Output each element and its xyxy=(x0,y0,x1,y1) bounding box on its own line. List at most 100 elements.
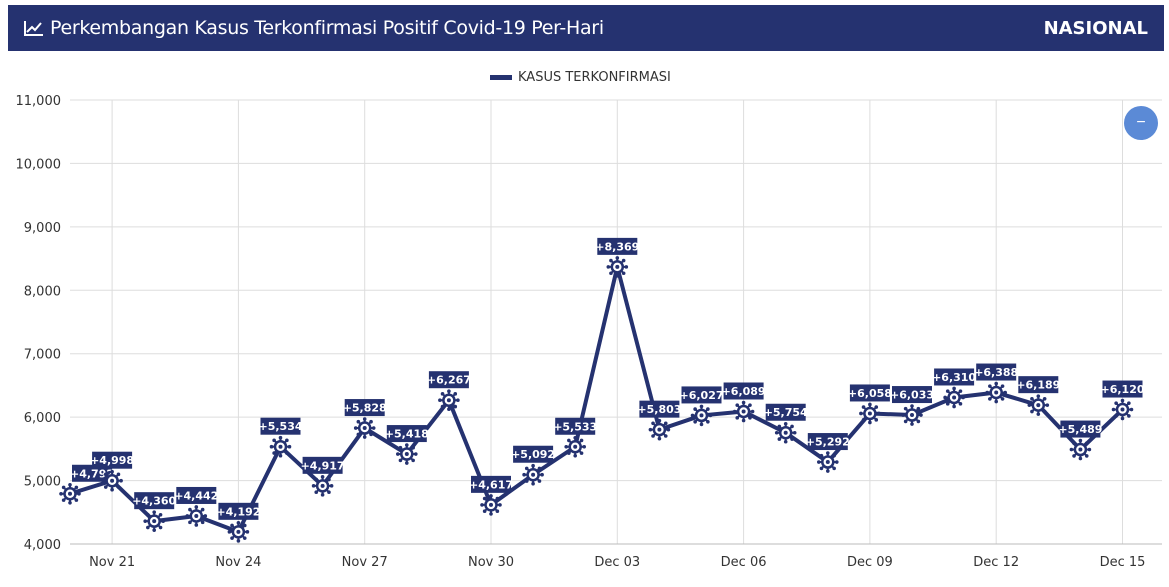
virus-marker-icon[interactable] xyxy=(564,435,586,458)
x-tick-label: Nov 27 xyxy=(342,555,388,570)
virus-marker-icon[interactable] xyxy=(732,400,755,423)
data-label-box xyxy=(934,368,975,386)
x-tick-label: Nov 24 xyxy=(215,555,261,570)
x-tick-label: Dec 06 xyxy=(721,555,767,570)
virus-marker-icon[interactable] xyxy=(1111,398,1134,421)
virus-marker-icon[interactable] xyxy=(185,505,208,527)
data-label-box xyxy=(1060,420,1101,438)
virus-marker-icon[interactable] xyxy=(817,451,839,473)
virus-marker-icon[interactable] xyxy=(606,256,629,278)
data-label-box xyxy=(344,399,385,417)
data-label-box xyxy=(471,475,511,493)
data-label: +4,792 xyxy=(70,467,114,480)
x-tick-label: Nov 21 xyxy=(89,555,135,570)
series-line xyxy=(69,264,1124,534)
virus-marker-icon[interactable] xyxy=(648,418,671,441)
virus-marker-icon[interactable] xyxy=(690,404,713,427)
legend-label: KASUS TERKONFIRMASI xyxy=(518,70,671,85)
data-label-box xyxy=(976,363,1017,381)
data-label: +6,267 xyxy=(427,374,471,387)
data-label-box xyxy=(681,386,722,404)
y-tick-label: 6,000 xyxy=(24,411,61,426)
virus-marker-icon[interactable] xyxy=(1069,438,1092,461)
data-label: +8,369 xyxy=(595,240,639,253)
virus-marker-icon[interactable] xyxy=(143,510,165,532)
data-label: +5,803 xyxy=(637,403,681,416)
data-label-box xyxy=(807,433,848,451)
data-label: +4,442 xyxy=(174,489,218,502)
data-label-box xyxy=(218,502,259,520)
data-label: +4,998 xyxy=(90,454,134,467)
virus-marker-icon[interactable] xyxy=(269,435,292,458)
data-label: +6,058 xyxy=(848,387,892,400)
virus-marker-icon[interactable] xyxy=(353,417,376,439)
y-tick-label: 8,000 xyxy=(24,284,61,299)
data-label-box xyxy=(1102,380,1143,398)
virus-marker-icon[interactable] xyxy=(774,421,797,444)
header-left: Perkembangan Kasus Terkonfirmasi Positif… xyxy=(24,17,604,39)
data-label: +4,360 xyxy=(132,495,176,508)
zoom-out-button[interactable]: − xyxy=(1124,106,1158,140)
virus-marker-icon[interactable] xyxy=(943,386,965,409)
x-tick-label: Nov 30 xyxy=(468,555,514,570)
y-tick-label: 9,000 xyxy=(24,221,61,236)
virus-marker-icon[interactable] xyxy=(438,389,460,412)
x-tick-label: Dec 09 xyxy=(847,555,893,570)
data-label-box xyxy=(639,400,680,418)
chart-title: Perkembangan Kasus Terkonfirmasi Positif… xyxy=(50,17,604,39)
data-label: +5,092 xyxy=(511,448,555,461)
virus-marker-icon[interactable] xyxy=(396,443,418,465)
data-label: +6,310 xyxy=(932,371,976,384)
data-label-box xyxy=(92,451,133,469)
data-label-box xyxy=(513,445,554,463)
data-label-box xyxy=(302,456,343,474)
data-label: +4,192 xyxy=(216,505,260,518)
data-label-box xyxy=(386,425,427,443)
virus-marker-icon[interactable] xyxy=(311,475,334,497)
data-label: +5,489 xyxy=(1058,423,1102,436)
data-label: +5,754 xyxy=(764,406,808,419)
x-tick-label: Dec 15 xyxy=(1100,555,1146,570)
data-label-box xyxy=(892,386,932,404)
data-label-box xyxy=(72,464,112,482)
x-tick-label: Dec 12 xyxy=(973,555,1019,570)
y-tick-label: 7,000 xyxy=(24,348,61,363)
data-label-box xyxy=(555,417,596,435)
data-label: +6,089 xyxy=(722,385,766,398)
virus-marker-icon[interactable] xyxy=(59,482,81,505)
legend[interactable]: KASUS TERKONFIRMASI xyxy=(490,70,671,85)
virus-marker-icon[interactable] xyxy=(101,469,123,492)
data-label: +6,033 xyxy=(890,389,934,402)
scope-label: NASIONAL xyxy=(1043,17,1148,39)
data-label-box xyxy=(765,403,806,421)
data-label-box xyxy=(597,237,638,255)
data-label: +4,917 xyxy=(301,459,345,472)
data-label-box xyxy=(849,384,890,402)
virus-marker-icon[interactable] xyxy=(901,404,923,426)
line-chart-icon xyxy=(24,20,44,36)
data-label: +6,388 xyxy=(974,366,1018,379)
data-label: +5,292 xyxy=(806,436,850,449)
minus-icon: − xyxy=(1136,114,1146,131)
data-label: +6,027 xyxy=(679,389,723,402)
y-tick-label: 4,000 xyxy=(24,538,61,553)
data-label-box xyxy=(134,492,175,510)
data-label: +5,828 xyxy=(343,402,387,415)
y-tick-label: 11,000 xyxy=(16,94,62,109)
y-tick-label: 10,000 xyxy=(16,157,62,172)
data-label: +5,418 xyxy=(385,428,429,441)
data-label: +4,617 xyxy=(469,478,513,491)
x-tick-label: Dec 03 xyxy=(594,555,640,570)
data-label: +5,534 xyxy=(258,420,302,433)
virus-marker-icon[interactable] xyxy=(480,494,502,516)
virus-marker-icon[interactable] xyxy=(1027,394,1050,416)
data-label: +6,120 xyxy=(1100,383,1144,396)
virus-marker-icon[interactable] xyxy=(227,521,250,543)
data-label: +6,189 xyxy=(1016,379,1060,392)
chart-header: Perkembangan Kasus Terkonfirmasi Positif… xyxy=(8,5,1164,51)
virus-marker-icon[interactable] xyxy=(522,463,544,486)
data-label-box xyxy=(260,417,301,435)
virus-marker-icon[interactable] xyxy=(985,381,1007,404)
virus-marker-icon[interactable] xyxy=(859,402,881,425)
